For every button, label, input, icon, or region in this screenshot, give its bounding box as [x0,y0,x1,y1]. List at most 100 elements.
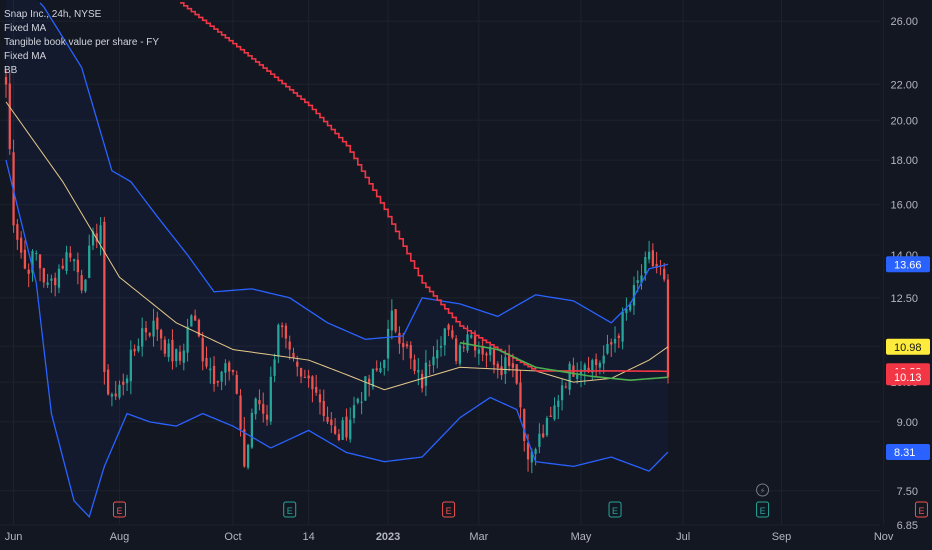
candle-body [277,324,280,357]
candle-body [333,426,337,434]
candle-body [57,268,61,288]
candle-body [80,275,83,291]
y-tick-label: 20.00 [890,115,918,127]
candle-body [647,251,651,260]
candle-body [337,434,341,441]
candle-body [265,414,269,420]
bollinger-lower-line [5,159,669,519]
legend-fixed-ma-2[interactable]: Fixed MA [4,51,47,62]
candle-body [534,449,537,455]
y-tick-label: 22.00 [890,79,918,91]
green-ma-line [459,341,669,382]
x-tick-label: 2023 [376,531,400,543]
candle-body [216,380,219,383]
candle-body [655,263,658,268]
y-tick-label: 12.50 [890,293,918,305]
candle-body [91,231,95,246]
dividend-marker-label: ⚡ [760,487,766,496]
candle-body [322,400,325,417]
candle-body [519,382,522,408]
candle-body [156,317,159,330]
chart-legend: Snap Inc., 24h, NYSE Fixed MA Tangible b… [4,8,159,78]
x-tick-label: Sep [772,531,792,543]
candle-body [405,344,409,347]
candle-body [606,343,609,354]
x-tick-label: 14 [303,531,315,543]
candle-body [209,368,212,371]
candle-body [511,363,515,368]
x-tick-label: May [571,531,592,543]
price-tag-label: 10.98 [894,342,922,354]
candle-body [368,378,371,384]
candle-body [239,395,242,430]
candle-body [383,359,386,369]
candle-body [587,367,590,373]
x-tick-label: Jul [676,531,690,543]
candle-body [542,433,545,438]
x-tick-label: Mar [469,531,488,543]
candle-body [439,345,443,348]
candle-body [428,364,431,366]
candle-body [163,339,167,354]
candle-body [250,412,254,448]
candle-body [273,359,276,376]
y-tick-label: 7.50 [897,486,918,498]
candle-body [144,328,148,333]
candle-body [564,386,567,388]
candle-body [88,245,91,278]
y-tick-label: 6.85 [897,520,918,532]
candle-body [281,325,284,328]
candle-body [326,416,329,422]
candle-body [526,442,530,460]
legend-fixed-ma-1[interactable]: Fixed MA [4,23,47,34]
candle-body [235,374,238,394]
candle-body [231,369,235,373]
candle-body [500,366,503,376]
candle-body [254,398,257,415]
candle-body [485,353,488,356]
candle-body [16,224,19,240]
candle-body [42,268,45,283]
candle-body [19,237,23,253]
candle-body [625,308,628,314]
candle-body [194,315,197,321]
candle-body [568,363,571,390]
candle-body [167,343,170,358]
candle-body [553,405,556,420]
candle-body [269,376,272,422]
earnings-marker-label: E [760,506,766,516]
candle-body [125,378,129,384]
candle-body [315,387,318,393]
candle-body [330,419,333,426]
y-tick-label: 9.00 [897,417,918,429]
fixed-ma-fast-line [5,101,669,391]
candle-body [186,326,189,353]
bollinger-band-fill [6,0,668,517]
candle-body [549,415,552,418]
candle-body [228,362,231,372]
candle-body [35,252,38,254]
candle-body [458,345,462,364]
candle-body [303,376,306,378]
candle-body [409,345,412,359]
candle-body [178,351,182,361]
legend-tangible-book-value[interactable]: Tangible book value per share - FY [4,37,160,48]
candle-body [462,346,465,348]
candle-body [617,335,620,339]
earnings-marker [756,501,770,518]
candle-body [243,429,246,467]
candle-body [137,345,140,351]
legend-bb[interactable]: BB [4,65,18,76]
candle-body [122,381,125,385]
legend-symbol[interactable]: Snap Inc., 24h, NYSE [4,9,102,20]
candle-body [640,275,643,283]
candle-body [443,328,446,346]
candle-body [545,417,549,436]
candle-body [171,339,174,362]
candle-body [576,374,579,379]
candle-body [390,310,393,331]
candle-body [8,83,11,150]
candle-body [148,333,151,336]
